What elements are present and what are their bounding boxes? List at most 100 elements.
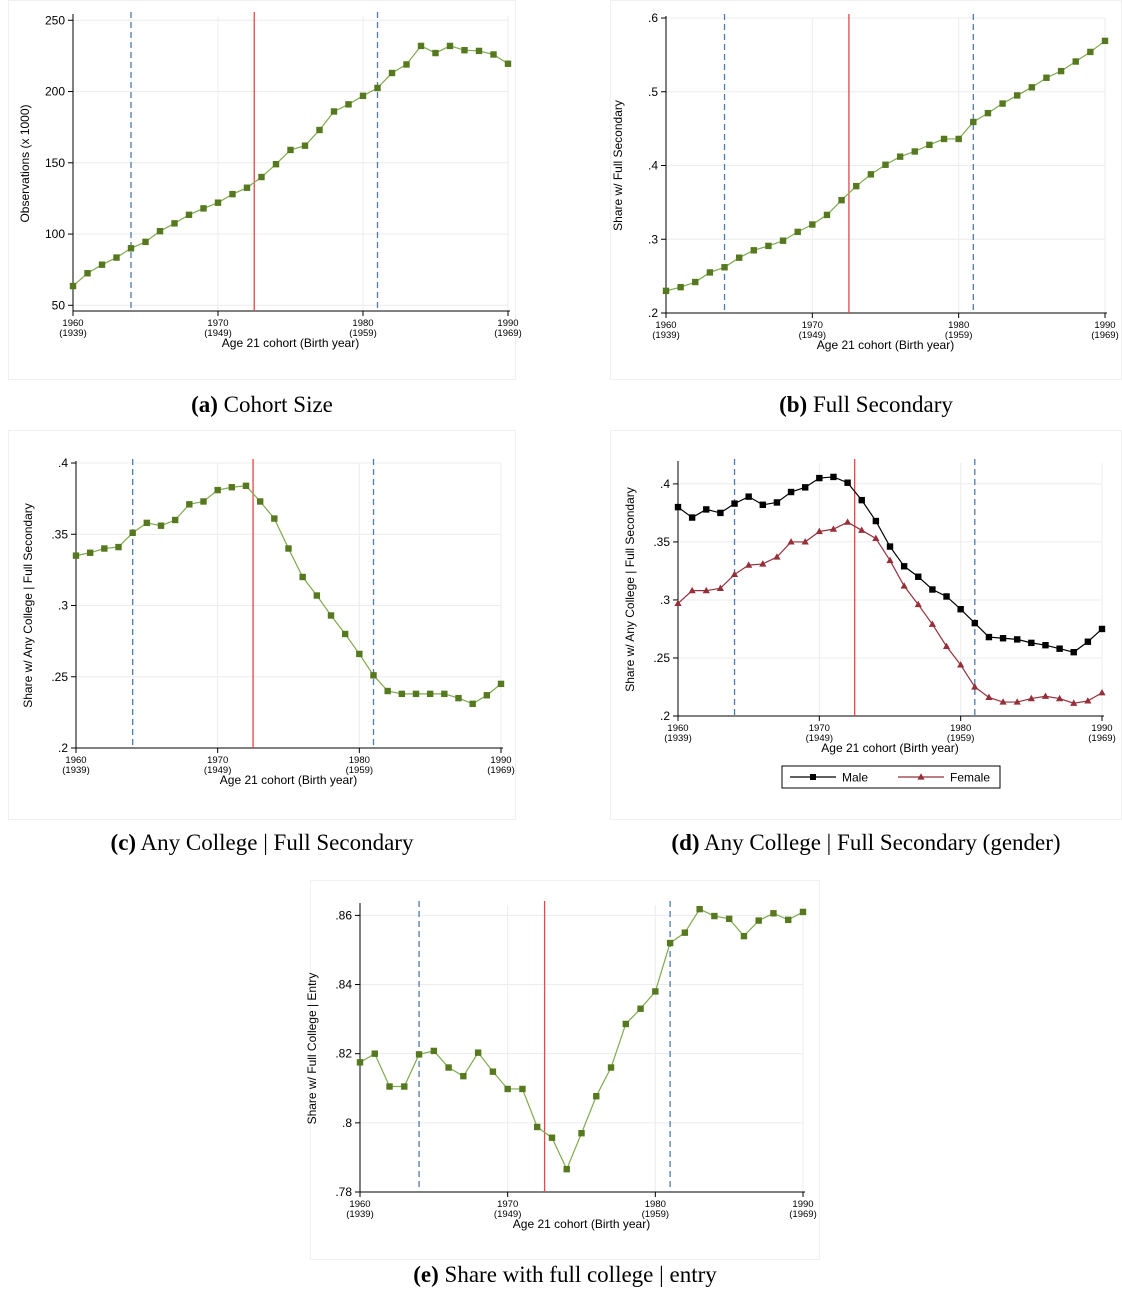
legend-label: Female — [950, 771, 990, 785]
data-point — [445, 1064, 452, 1071]
x-tick-label: 1990 — [490, 755, 511, 766]
data-point — [1098, 625, 1106, 633]
panel-frame — [8, 430, 516, 820]
caption-d-text: Any College | Full Secondary (gender) — [704, 830, 1061, 855]
data-point — [1013, 698, 1021, 705]
data-point — [475, 47, 483, 55]
x-tick-sublabel: (1949) — [204, 765, 231, 776]
y-tick-label: .4 — [648, 159, 658, 173]
x-axis-label: Age 21 cohort (Birth year) — [821, 741, 958, 755]
data-point — [185, 211, 193, 219]
x-tick-sublabel: (1939) — [652, 330, 679, 341]
data-point — [142, 238, 149, 246]
x-tick-sublabel: (1949) — [799, 330, 826, 341]
data-point — [129, 529, 136, 537]
data-point — [1028, 639, 1035, 647]
data-point — [426, 690, 434, 698]
data-point — [730, 570, 739, 578]
data-point — [677, 283, 684, 291]
data-point — [799, 908, 807, 916]
data-point — [928, 620, 936, 627]
series-line — [72, 45, 509, 287]
y-tick-label: .84 — [335, 978, 352, 992]
y-tick-label: .2 — [648, 306, 658, 320]
data-point — [287, 146, 294, 154]
data-point — [417, 42, 425, 50]
x-tick-label: 1980 — [645, 1199, 666, 1210]
data-point — [356, 1059, 364, 1066]
caption-a-tag: (a) — [191, 392, 218, 417]
data-point — [674, 503, 682, 511]
y-axis-label: Observations (x 1000) — [18, 104, 32, 222]
x-tick-label: 1970 — [207, 318, 228, 329]
x-tick-label: 1960 — [667, 723, 688, 734]
x-tick-sublabel: (1949) — [806, 733, 833, 744]
chart-d-svg: .2 .25 .3 .35 .4 1960(1939) 1970(1949) 1980(195… — [610, 430, 1122, 820]
data-point — [1084, 638, 1092, 645]
data-point — [98, 261, 106, 268]
data-point — [696, 905, 703, 913]
data-point — [755, 917, 762, 924]
data-point — [900, 582, 908, 589]
data-point — [943, 593, 950, 600]
caption-c-tag: (c) — [110, 830, 137, 855]
chart-panel-b: .2 .3 .4 .5 .6 1960 (1939) 1970 (1949) 1980 (1959)… — [610, 0, 1122, 380]
x-tick-label: 1970 — [207, 755, 228, 766]
data-point — [490, 51, 497, 58]
data-point — [441, 690, 448, 698]
data-point — [301, 142, 309, 149]
data-point — [455, 694, 462, 702]
data-point — [1072, 58, 1079, 65]
y-tick-label: .5 — [648, 85, 658, 99]
data-point — [593, 1093, 600, 1100]
data-point — [770, 910, 777, 917]
y-tick-label: .82 — [335, 1047, 352, 1061]
data-point — [313, 592, 321, 599]
data-point — [787, 538, 795, 545]
data-point — [853, 182, 860, 190]
x-tick-sublabel: (1939) — [346, 1209, 373, 1220]
x-tick-label: 1960 — [655, 320, 676, 331]
data-point — [370, 672, 377, 679]
data-point — [971, 619, 978, 627]
y-tick-label: .4 — [58, 456, 68, 470]
caption-a: (a) Cohort Size — [8, 392, 516, 418]
data-point — [469, 700, 476, 708]
data-point — [243, 184, 251, 191]
y-tick-label: .2 — [660, 709, 670, 723]
data-point — [914, 600, 922, 608]
data-point — [446, 42, 454, 50]
caption-b-text: Full Secondary — [812, 392, 953, 417]
data-point — [578, 1130, 585, 1137]
data-point — [327, 612, 335, 619]
data-point — [1041, 692, 1050, 699]
data-point — [1043, 74, 1050, 81]
data-point — [519, 1085, 526, 1093]
x-tick-sublabel: (1969) — [494, 328, 521, 339]
data-point — [779, 237, 787, 244]
data-point — [229, 190, 236, 198]
data-point — [915, 573, 922, 580]
data-point — [844, 518, 852, 525]
y-tick-label: .3 — [648, 232, 658, 246]
y-tick-label: .86 — [335, 908, 352, 922]
x-tick-label: 1960 — [65, 755, 86, 766]
data-point — [999, 635, 1007, 642]
data-point — [548, 1134, 556, 1141]
data-point — [388, 69, 396, 77]
data-point — [200, 205, 207, 212]
data-point — [1056, 645, 1063, 652]
panel-frame — [310, 880, 820, 1260]
y-tick-label: 200 — [45, 85, 65, 99]
data-point — [802, 484, 809, 491]
x-tick-sublabel: (1969) — [789, 1209, 816, 1220]
x-tick-sublabel: (1949) — [204, 328, 231, 339]
data-point — [666, 939, 674, 947]
data-point — [127, 245, 135, 252]
data-point — [228, 484, 236, 491]
data-point — [403, 61, 410, 68]
data-point — [1014, 92, 1021, 99]
data-point — [371, 1050, 378, 1057]
data-point — [1070, 648, 1077, 656]
data-point — [86, 549, 94, 556]
